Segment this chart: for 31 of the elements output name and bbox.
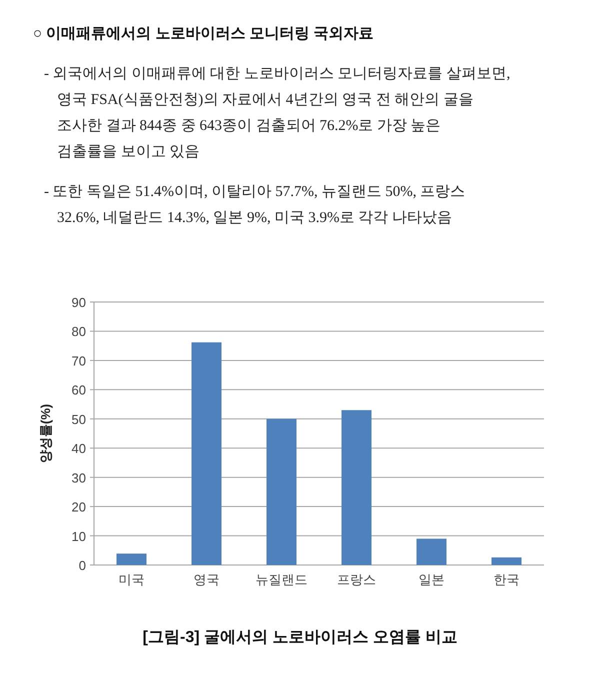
bar: [192, 342, 222, 565]
y-axis-title: 양성률(%): [38, 404, 53, 464]
x-tick-label: 미국: [118, 572, 144, 587]
bar: [266, 418, 296, 565]
y-tick-label: 50: [72, 412, 86, 427]
x-tick-label: 뉴질랜드: [256, 572, 308, 587]
x-tick-label: 영국: [194, 572, 220, 587]
y-tick-label: 20: [72, 500, 86, 515]
text: 영국 FSA(식품안전청)의 자료에서 4년간의 영국 전 해안의 굴을: [57, 92, 474, 108]
bar: [492, 557, 522, 565]
text: 조사한 결과 844종 중 643종이 검출되어 76.2%로 가장 높은: [57, 118, 441, 134]
y-tick-label: 80: [72, 324, 86, 340]
bar: [342, 410, 372, 565]
x-tick-label: 일본: [418, 572, 444, 587]
text: [그림-3] 굴에서의 노로바이러스 오염률 비교: [142, 629, 458, 646]
y-tick-label: 10: [72, 528, 86, 544]
y-tick-label: 40: [72, 441, 86, 456]
y-tick-label: 70: [72, 353, 86, 368]
x-tick-label: 한국: [494, 572, 520, 587]
text: 32.6%, 네덜란드 14.3%, 일본 9%, 미국 3.9%로 각각 나타났음: [57, 210, 452, 226]
y-tick-label: 0: [78, 558, 86, 573]
text: - 외국에서의 이매패류에 대한 노로바이러스 모니터링자료를 살펴보면,: [44, 66, 510, 82]
bar: [416, 538, 446, 565]
chart-title: ○ 이매패류에서의 노로바이러스 모니터링 국외자료: [33, 25, 374, 42]
y-tick-label: 60: [72, 382, 86, 398]
text: - 또한 독일은 51.4%이며, 이탈리아 57.7%, 뉴질랜드 50%, 프랑스: [44, 184, 466, 200]
y-tick-label: 90: [72, 295, 86, 310]
x-tick-label: 프랑스: [337, 572, 376, 587]
y-tick-label: 30: [72, 470, 86, 486]
text: 검출률을 보이고 있음: [57, 144, 200, 160]
bar: [116, 554, 146, 565]
